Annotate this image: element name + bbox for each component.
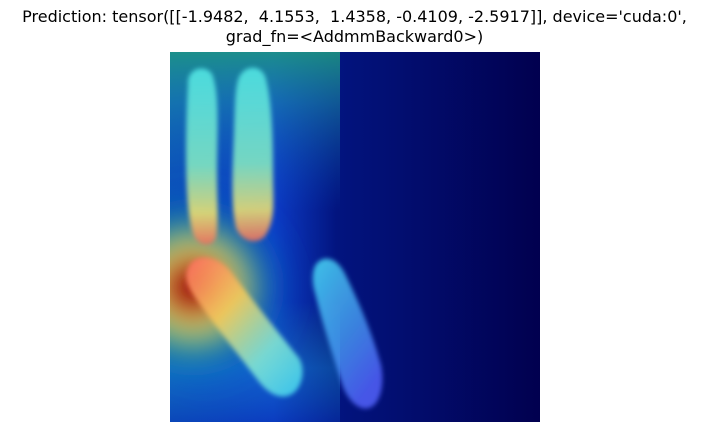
plot-title-line-1: Prediction: tensor([[-1.9482, 4.1553, 1.… bbox=[22, 7, 687, 26]
heatmap-overlay-icon bbox=[170, 52, 540, 422]
plot-title: Prediction: tensor([[-1.9482, 4.1553, 1.… bbox=[0, 7, 709, 47]
rice-grain-shape bbox=[186, 68, 218, 245]
rice-grain-shape bbox=[186, 257, 303, 397]
plot-title-line-2: grad_fn=<AddmmBackward0>) bbox=[225, 27, 484, 46]
rice-grain-shape bbox=[312, 258, 383, 409]
gradcam-heatmap-image bbox=[170, 52, 540, 422]
rice-grain-shape bbox=[232, 67, 274, 242]
